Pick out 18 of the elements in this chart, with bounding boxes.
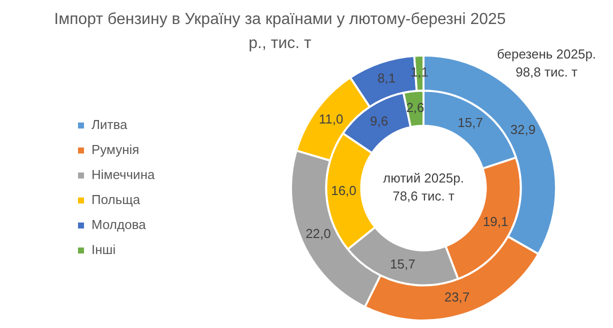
data-label: 23,7 bbox=[444, 290, 470, 305]
data-label: 1,1 bbox=[410, 64, 429, 80]
data-label: 32,9 bbox=[510, 122, 536, 137]
data-label: 11,0 bbox=[318, 111, 344, 126]
legend-label: Польща bbox=[92, 192, 141, 208]
data-label: 8,1 bbox=[377, 70, 396, 86]
data-label: 19,1 bbox=[482, 214, 508, 229]
data-label: 15,7 bbox=[458, 114, 483, 130]
data-label: 15,7 bbox=[390, 256, 416, 272]
legend-label: Румунія bbox=[92, 142, 140, 158]
legend-label: Інші bbox=[92, 242, 116, 258]
data-label: 22,0 bbox=[306, 226, 331, 241]
data-label: 16,0 bbox=[331, 182, 356, 198]
data-label: 9,6 bbox=[370, 113, 388, 128]
legend-label: Литва bbox=[92, 117, 128, 132]
legend-label: Німеччина bbox=[92, 167, 156, 182]
legend-label: Молдова bbox=[92, 217, 147, 232]
text: лютий 2025р. 78,6 тис. т bbox=[383, 170, 464, 204]
